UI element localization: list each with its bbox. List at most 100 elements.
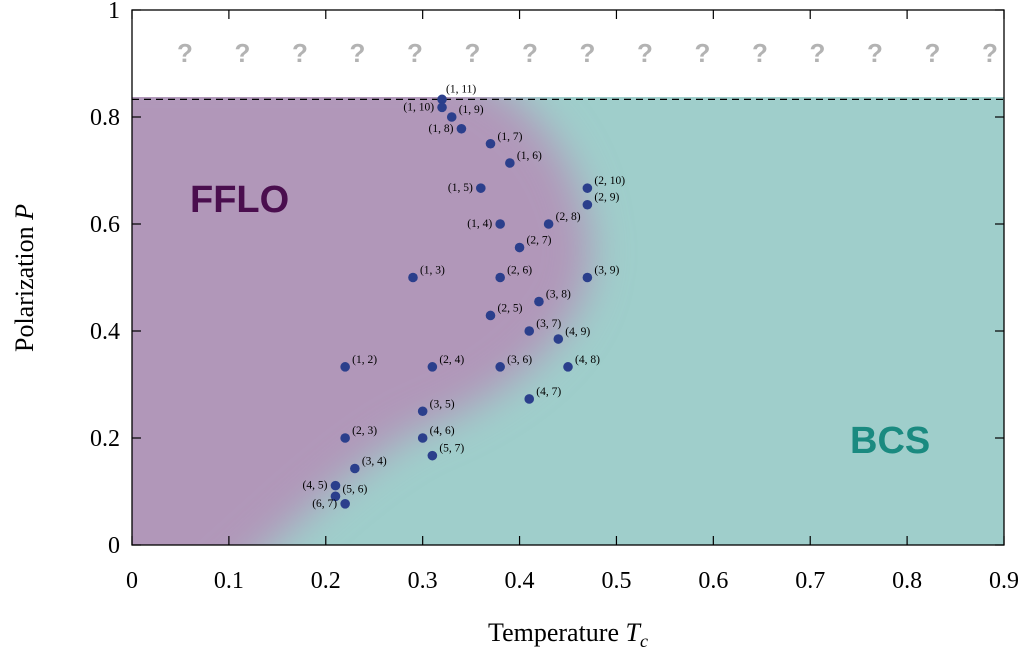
data-point xyxy=(427,362,438,372)
question-mark: ? xyxy=(810,38,826,68)
region-label-fflo: FFLO xyxy=(190,179,289,221)
point-label: (3, 8) xyxy=(546,289,571,301)
data-point xyxy=(330,480,341,491)
point-label: (1, 3) xyxy=(420,265,445,277)
data-point xyxy=(514,242,525,253)
x-tick-label: 0.6 xyxy=(698,568,728,594)
data-point xyxy=(505,158,515,168)
data-point xyxy=(495,219,505,229)
data-point xyxy=(582,183,593,193)
data-point xyxy=(340,433,350,443)
point-label: (1, 2) xyxy=(352,354,377,366)
question-mark: ? xyxy=(867,38,883,68)
data-point xyxy=(495,272,505,283)
point-label: (3, 4) xyxy=(362,455,387,467)
x-tick-label: 0.5 xyxy=(601,568,631,594)
data-point xyxy=(350,463,360,474)
x-tick-label: 0.2 xyxy=(311,568,341,594)
y-tick-label: 1 xyxy=(108,0,120,24)
x-tick-label: 0.3 xyxy=(408,568,438,594)
question-mark: ? xyxy=(982,38,998,68)
point-label: (4, 5) xyxy=(303,480,328,492)
x-tick-label: 0 xyxy=(126,568,138,594)
x-tick-label: 0.4 xyxy=(505,568,535,594)
data-point xyxy=(476,183,486,193)
point-label: (3, 6) xyxy=(507,354,532,366)
question-mark: ? xyxy=(292,38,308,68)
data-point xyxy=(534,296,544,307)
x-tick-label: 0.1 xyxy=(214,568,244,594)
question-mark: ? xyxy=(350,38,366,68)
data-point xyxy=(446,112,457,122)
point-label: (2, 10) xyxy=(594,175,625,187)
question-mark: ? xyxy=(235,38,251,68)
y-tick-label: 0.6 xyxy=(90,212,120,238)
point-label: (3, 5) xyxy=(430,398,455,410)
y-tick-label: 0 xyxy=(108,533,120,559)
point-label: (5, 7) xyxy=(439,443,464,455)
question-mark: ? xyxy=(925,38,941,68)
point-label: (4, 7) xyxy=(536,386,561,398)
data-point xyxy=(582,199,593,210)
point-label: (1, 10) xyxy=(403,101,434,113)
point-label: (3, 9) xyxy=(594,265,619,277)
point-label: (1, 7) xyxy=(497,131,522,143)
point-label: (1, 5) xyxy=(448,182,473,194)
fflo-region xyxy=(132,97,591,545)
question-mark: ? xyxy=(695,38,711,68)
point-label: (5, 6) xyxy=(342,483,367,495)
data-point xyxy=(408,272,418,283)
data-point xyxy=(485,310,496,321)
unknown-question-marks: ??????????????? xyxy=(177,38,998,68)
x-tick-label: 0.9 xyxy=(989,568,1019,594)
point-label: (1, 9) xyxy=(459,104,484,116)
point-label: (2, 9) xyxy=(594,192,619,204)
data-point xyxy=(340,362,350,372)
question-mark: ? xyxy=(752,38,768,68)
unknown-region xyxy=(132,10,1004,97)
x-tick-label: 0.8 xyxy=(892,568,922,594)
point-label: (2, 4) xyxy=(439,354,464,366)
x-axis-title: Temperature Tc xyxy=(488,618,648,651)
data-point xyxy=(417,433,428,443)
y-tick-label: 0.8 xyxy=(90,105,120,131)
data-point xyxy=(340,499,350,509)
y-tick-label: 0.4 xyxy=(90,319,120,345)
data-point xyxy=(543,219,554,229)
phase-regions xyxy=(132,97,1004,545)
point-label: (3, 7) xyxy=(536,318,561,330)
y-tick-label: 0.2 xyxy=(90,426,120,452)
data-point xyxy=(524,326,535,336)
point-label: (4, 8) xyxy=(575,354,600,366)
data-point xyxy=(417,406,428,417)
data-point xyxy=(456,123,467,134)
data-point xyxy=(437,102,447,113)
point-label: (2, 5) xyxy=(497,302,522,314)
question-mark: ? xyxy=(465,38,481,68)
point-label: (6, 7) xyxy=(312,498,337,510)
question-mark: ? xyxy=(580,38,596,68)
data-point xyxy=(437,94,447,105)
question-mark: ? xyxy=(407,38,423,68)
point-label: (4, 6) xyxy=(430,425,455,437)
plot-frame xyxy=(131,9,1005,546)
question-mark: ? xyxy=(177,38,193,68)
point-label: (1, 8) xyxy=(429,123,454,135)
data-point xyxy=(495,362,505,372)
data-points: (1, 11) (1, 10) (1, 9) (1, 8) (1, 7) (1, 6) (1… xyxy=(303,83,626,509)
region-label-bcs: BCS xyxy=(850,420,930,462)
data-point xyxy=(563,362,573,372)
point-label: (2, 6) xyxy=(507,265,532,277)
point-label: (1, 11) xyxy=(446,83,476,95)
axis-ticks: 0 0.1 0.2 0.3 0.4 0.5 0.6 0.7 0.8 0.9 0 0.2 0.4 0.6 0.… xyxy=(90,0,1019,594)
question-mark: ? xyxy=(522,38,538,68)
data-point xyxy=(524,394,535,404)
data-point xyxy=(485,138,496,149)
point-label: (1, 6) xyxy=(517,150,542,162)
point-label: (2, 3) xyxy=(352,425,377,437)
point-label: (2, 7) xyxy=(527,235,552,247)
data-point xyxy=(330,491,341,502)
question-mark: ? xyxy=(637,38,653,68)
data-point xyxy=(427,450,438,461)
